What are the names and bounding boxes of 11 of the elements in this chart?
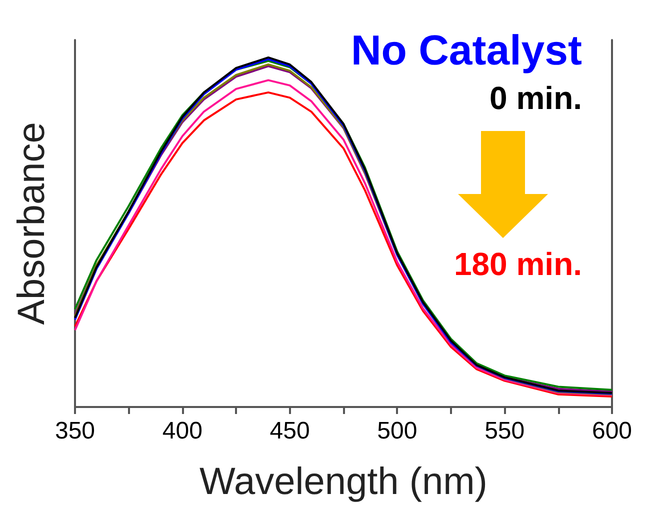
x-tick-label: 550 <box>484 418 525 444</box>
x-tick-label: 400 <box>162 418 202 444</box>
x-tick-label: 600 <box>592 418 632 444</box>
x-tick-label: 350 <box>54 418 96 444</box>
annotation: 180 min. <box>454 246 582 282</box>
chart-title: No Catalyst <box>350 26 582 74</box>
y-axis-title: Absorbance <box>11 122 53 325</box>
annotation: 0 min. <box>490 80 582 116</box>
x-tick-label: 450 <box>270 418 310 444</box>
x-axis-title: Wavelength (nm) <box>200 461 488 503</box>
x-tick-label: 500 <box>377 418 418 444</box>
